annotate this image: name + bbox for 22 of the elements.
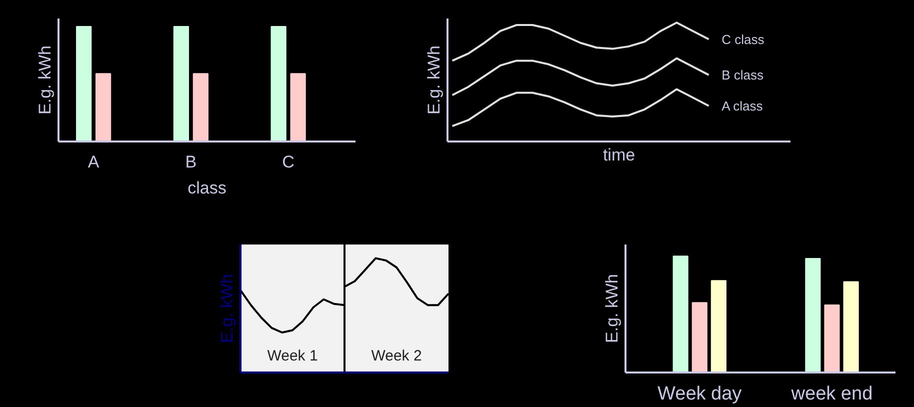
y-axis-title: E.g. kWh [36,46,54,114]
bar [805,258,821,372]
annotation: Week 1 [267,347,318,364]
x-tick-label: A [88,152,100,172]
y-axis-title: E.g. kWh [602,274,622,343]
series-label: C class [722,32,765,47]
bar [672,256,688,372]
series-label: B class [722,67,764,82]
x-tick-label: week end [790,384,873,404]
series-label: A class [722,98,764,114]
x-tick-label: C [282,152,294,172]
x-tick-label: B [185,152,197,172]
x-axis-title: time [602,146,636,164]
bar [824,304,840,372]
x-axis-title: class [188,178,226,198]
x-tick-label: Week day [658,384,742,404]
annotation: Week 2 [371,347,422,364]
y-axis-title: E.g. kWh [218,274,236,343]
bar [710,280,726,372]
bar [692,302,708,372]
y-axis-title: E.g. kWh [424,46,444,114]
bar [843,281,859,372]
